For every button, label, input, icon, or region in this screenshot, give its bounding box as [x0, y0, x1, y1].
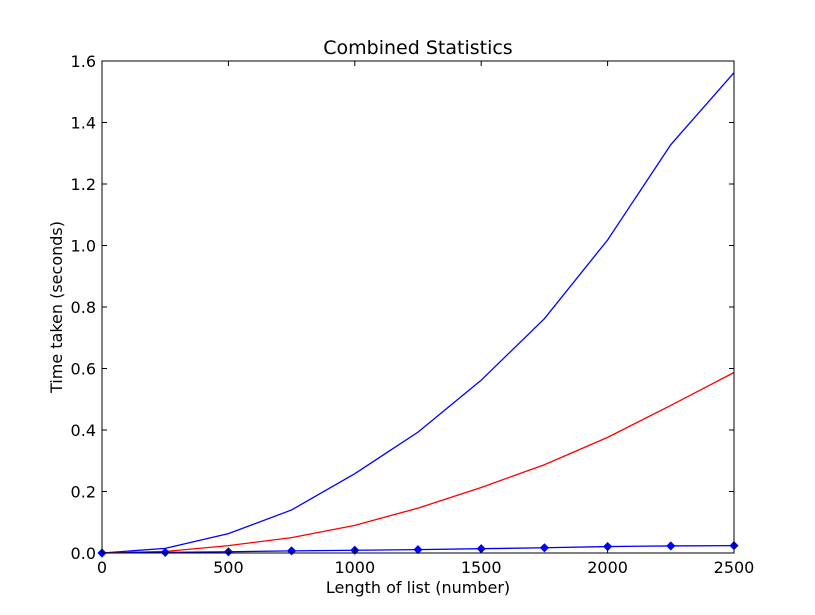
x-tick-label: 2000 [587, 558, 628, 577]
series-3-point [539, 543, 549, 553]
x-tick-label: 1000 [334, 558, 375, 577]
series-3-point [413, 545, 423, 555]
series-1-line [101, 72, 735, 554]
series-3-point [287, 546, 297, 556]
x-tick-label: 0 [97, 558, 107, 577]
y-tick-label: 1.2 [71, 175, 96, 194]
x-tick-label: 1500 [461, 558, 502, 577]
chart-title: Combined Statistics [323, 37, 512, 59]
y-tick-label: 0.0 [71, 544, 96, 563]
plot-area [101, 60, 735, 554]
y-tick-label: 0.6 [71, 360, 96, 379]
y-tick-label: 1.4 [71, 114, 96, 133]
x-tick-label: 2500 [714, 558, 755, 577]
series-2-line [101, 371, 735, 554]
series-layer [97, 72, 739, 558]
series-3-point [160, 547, 170, 557]
y-tick-label: 1.0 [71, 237, 96, 256]
y-axis-label: Time taken (seconds) [47, 221, 66, 394]
x-axis-label: Length of list (number) [326, 578, 510, 597]
series-2 [101, 371, 735, 554]
y-tick-label: 0.4 [71, 421, 96, 440]
y-tick-label: 1.6 [71, 52, 96, 71]
x-tick-label: 500 [213, 558, 244, 577]
axes-frame [101, 60, 735, 554]
y-tick-label: 0.8 [71, 298, 96, 317]
tick-layer: 0 500 1000 1500 2000 2500 0.0 0.2 0.4 0.6 0.8 1.0 1.… [71, 52, 755, 577]
y-tick-label: 0.2 [71, 483, 96, 502]
series-1 [101, 72, 735, 554]
series-3-point [666, 541, 676, 551]
